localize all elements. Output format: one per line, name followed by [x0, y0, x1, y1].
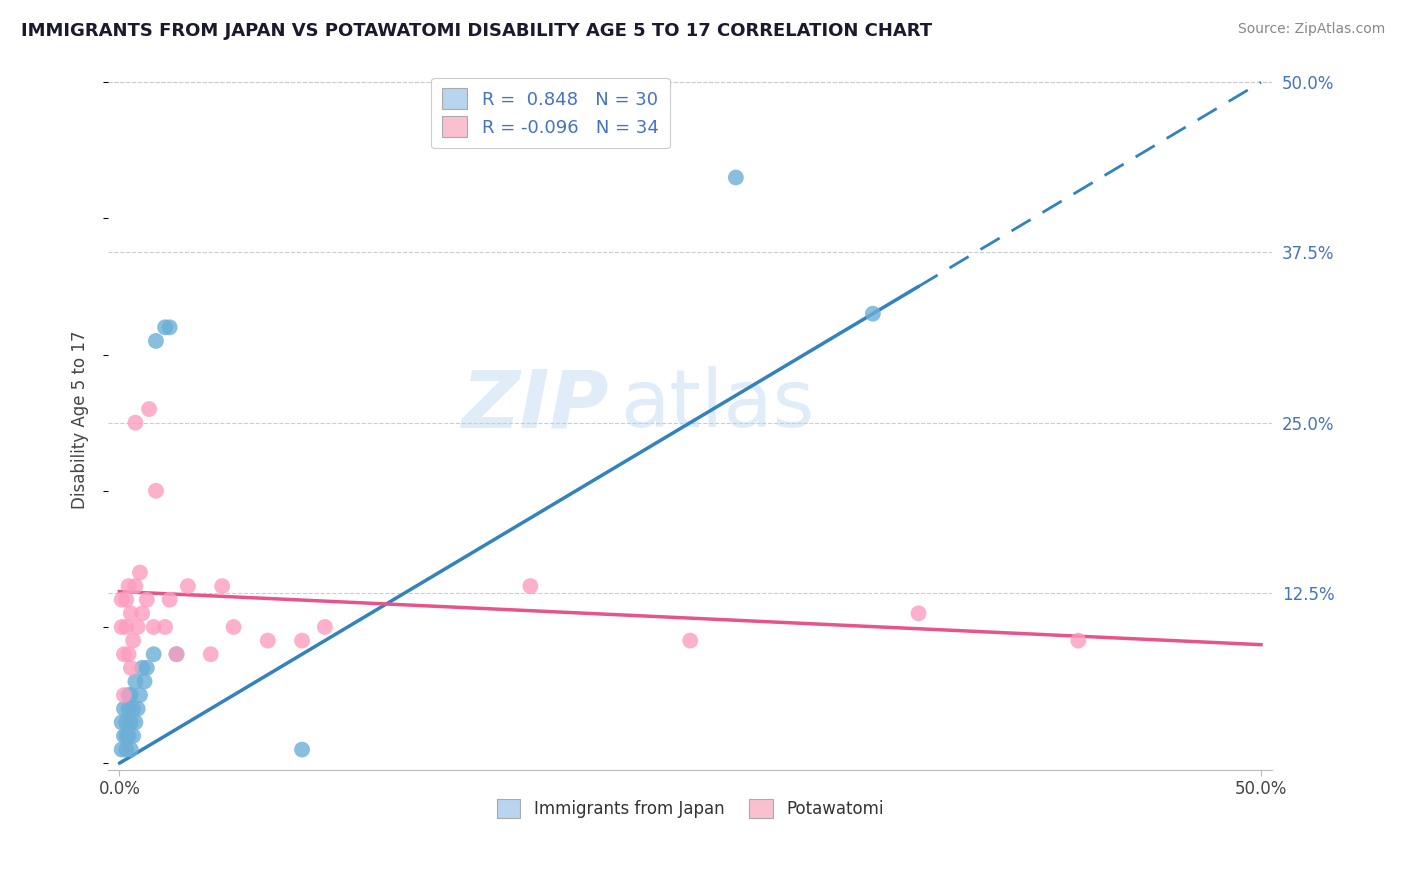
Point	[159, 592, 181, 607]
Text: Source: ZipAtlas.com: Source: ZipAtlas.com	[1237, 22, 1385, 37]
Point	[117, 579, 139, 593]
Point	[291, 742, 314, 756]
Point	[117, 647, 139, 661]
Point	[142, 620, 165, 634]
Point	[135, 661, 157, 675]
Point	[127, 702, 149, 716]
Point	[142, 647, 165, 661]
Point	[519, 579, 541, 593]
Point	[120, 661, 142, 675]
Point	[112, 729, 135, 743]
Point	[200, 647, 222, 661]
Point	[145, 334, 167, 348]
Point	[120, 607, 142, 621]
Point	[862, 307, 884, 321]
Point	[129, 566, 152, 580]
Point	[166, 647, 188, 661]
Y-axis label: Disability Age 5 to 17: Disability Age 5 to 17	[72, 330, 89, 508]
Point	[115, 592, 138, 607]
Point	[122, 702, 145, 716]
Point	[145, 483, 167, 498]
Point	[127, 620, 149, 634]
Point	[256, 633, 278, 648]
Point	[122, 729, 145, 743]
Point	[124, 416, 146, 430]
Point	[120, 688, 142, 702]
Point	[138, 402, 160, 417]
Point	[117, 729, 139, 743]
Point	[291, 633, 314, 648]
Point	[679, 633, 702, 648]
Point	[314, 620, 336, 634]
Point	[124, 674, 146, 689]
Point	[120, 742, 142, 756]
Point	[112, 647, 135, 661]
Point	[111, 592, 134, 607]
Point	[115, 620, 138, 634]
Point	[117, 688, 139, 702]
Point	[120, 715, 142, 730]
Point	[111, 715, 134, 730]
Point	[131, 607, 153, 621]
Point	[111, 742, 134, 756]
Point	[134, 674, 156, 689]
Point	[211, 579, 233, 593]
Point	[177, 579, 200, 593]
Point	[124, 579, 146, 593]
Point	[724, 170, 747, 185]
Text: IMMIGRANTS FROM JAPAN VS POTAWATOMI DISABILITY AGE 5 TO 17 CORRELATION CHART: IMMIGRANTS FROM JAPAN VS POTAWATOMI DISA…	[21, 22, 932, 40]
Point	[129, 688, 152, 702]
Legend: Immigrants from Japan, Potawatomi: Immigrants from Japan, Potawatomi	[491, 792, 890, 825]
Point	[115, 715, 138, 730]
Point	[907, 607, 929, 621]
Text: ZIP: ZIP	[461, 367, 609, 444]
Point	[153, 320, 176, 334]
Point	[159, 320, 181, 334]
Point	[131, 661, 153, 675]
Point	[117, 702, 139, 716]
Point	[115, 742, 138, 756]
Point	[153, 620, 176, 634]
Point	[124, 715, 146, 730]
Point	[112, 688, 135, 702]
Point	[135, 592, 157, 607]
Text: atlas: atlas	[620, 367, 814, 444]
Point	[1067, 633, 1090, 648]
Point	[111, 620, 134, 634]
Point	[122, 633, 145, 648]
Point	[222, 620, 245, 634]
Point	[166, 647, 188, 661]
Point	[115, 729, 138, 743]
Point	[112, 702, 135, 716]
